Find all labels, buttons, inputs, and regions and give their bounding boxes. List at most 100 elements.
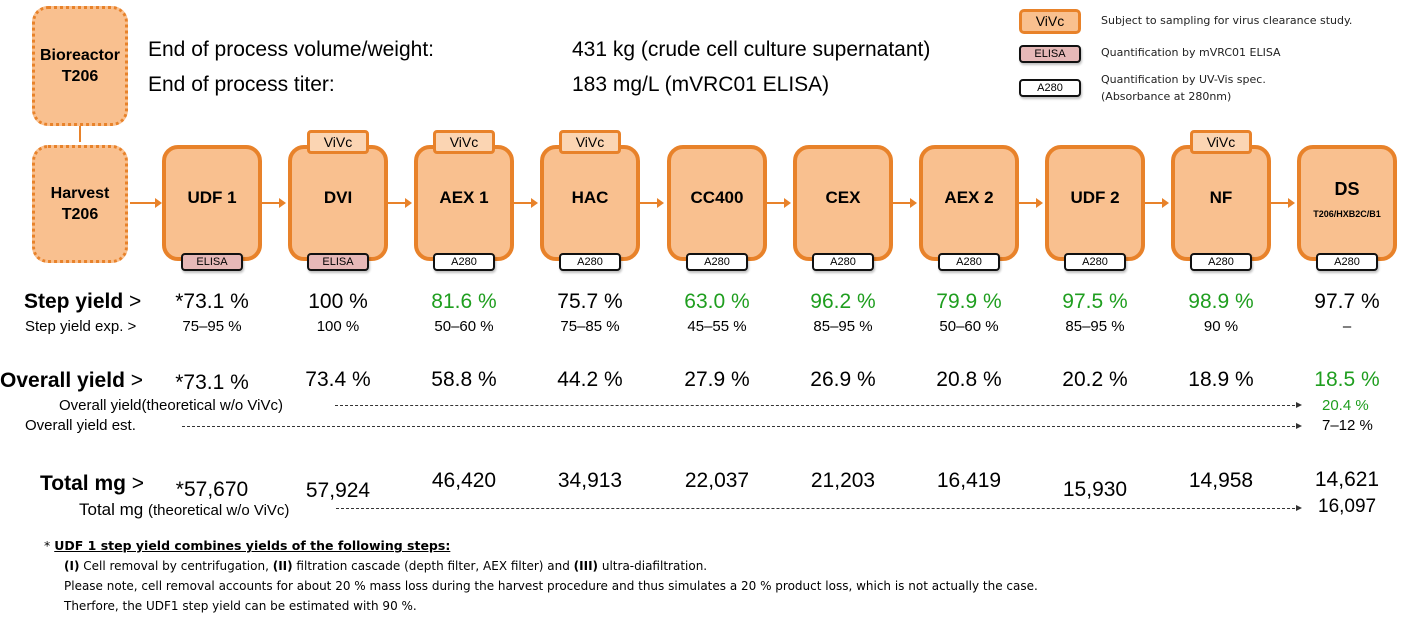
footnote-line-3: Therfore, the UDF1 step yield can be est…: [64, 599, 417, 613]
assay-badge: A280: [812, 253, 874, 271]
bioreactor-box: Bioreactor T206: [32, 6, 128, 126]
step-yield-exp-label: Step yield exp. >: [25, 318, 137, 335]
step-yield-value: 75.7 %: [557, 290, 623, 313]
vivc-tag: ViVc: [1190, 130, 1252, 154]
overall-theoretical-value: 20.4 %: [1322, 397, 1369, 414]
overall-yield-value: 44.2 %: [557, 368, 623, 391]
footnote-line-1: (I) Cell removal by centrifugation, (II)…: [64, 556, 1038, 576]
legend-a280-tag: A280: [1019, 79, 1081, 97]
step-yield-value: 100 %: [308, 290, 368, 313]
volume-label: End of process volume/weight:: [148, 38, 434, 61]
footnote: * UDF 1 step yield combines yields of th…: [44, 536, 1038, 616]
total-mg-value: 21,203: [810, 469, 876, 492]
overall-yield-label: Overall yield >: [0, 369, 143, 393]
step-yield-title: Step yield: [24, 290, 124, 313]
flow-arrow: [893, 198, 917, 208]
step-i-text: Cell removal by centrifugation,: [79, 559, 273, 573]
step-yield-value: 97.7 %: [1314, 290, 1380, 313]
harvest-id: T206: [61, 206, 99, 223]
overall-theoretical-a: Overall yield: [59, 397, 142, 414]
gt-symbol: >: [131, 472, 145, 495]
footnote-star: *: [44, 538, 51, 553]
step-yield-value: *73.1 %: [175, 290, 249, 313]
step-yield-exp-value: 75–95 %: [182, 318, 242, 335]
titer-value: 183 mg/L (mVRC01 ELISA): [572, 73, 830, 96]
stage-dvi: DVI: [288, 145, 388, 261]
harvest-box: Harvest T206: [32, 145, 128, 263]
overall-yield-title: Overall yield: [0, 369, 125, 392]
footnote-title: UDF 1 step yield combines yields of the …: [54, 538, 451, 553]
step-yield-value: 96.2 %: [810, 290, 876, 313]
flow-arrow: [1271, 198, 1295, 208]
assay-badge: A280: [938, 253, 1000, 271]
flow-arrow: [262, 198, 286, 208]
assay-badge: A280: [1190, 253, 1252, 271]
stage-aex-1: AEX 1: [414, 145, 514, 261]
legend-elisa-text: Quantification by mVRC01 ELISA: [1101, 46, 1281, 59]
legend-elisa-tag: ELISA: [1019, 45, 1081, 63]
step-yield-exp-value: 90 %: [1203, 318, 1239, 335]
step-yield-exp-value: –: [1342, 318, 1352, 335]
step-ii-text: filtration cascade (depth filter, AEX fi…: [292, 559, 574, 573]
stage-name: AEX 1: [439, 188, 489, 207]
gt-symbol: >: [129, 290, 142, 313]
legend-a280-text-2: (Absorbance at 280nm): [1101, 90, 1232, 103]
assay-badge: ELISA: [181, 253, 243, 271]
overall-yield-value: 73.4 %: [305, 368, 371, 391]
stage-udf-1: UDF 1: [162, 145, 262, 261]
step-yield-value: 97.5 %: [1062, 290, 1128, 313]
total-theoretical-a: Total mg: [79, 500, 144, 519]
step-yield-exp-value: 45–55 %: [687, 318, 747, 335]
overall-est-value: 7–12 %: [1322, 417, 1373, 434]
step-yield-exp-value: 75–85 %: [560, 318, 620, 335]
total-mg-value: 15,930: [1062, 478, 1128, 501]
overall-theoretical-arrow: [335, 402, 1302, 408]
step-yield-label: Step yield >: [24, 290, 141, 314]
stage-name: UDF 1: [187, 188, 237, 207]
overall-yield-value: 27.9 %: [684, 368, 750, 391]
flow-arrow: [767, 198, 791, 208]
step-iii: (III): [573, 559, 599, 573]
stage-name: UDF 2: [1070, 188, 1120, 207]
assay-badge: A280: [1316, 253, 1378, 271]
total-mg-label: Total mg >: [40, 472, 144, 496]
vivc-tag: ViVc: [559, 130, 621, 154]
total-mg-value: 14,621: [1314, 468, 1380, 491]
stage-hac: HAC: [540, 145, 640, 261]
overall-est-arrow: [182, 423, 1302, 429]
step-i: (I): [64, 559, 80, 573]
total-theoretical-value: 16,097: [1318, 496, 1377, 517]
overall-est-label: Overall yield est.: [25, 417, 136, 434]
total-mg-value: 22,037: [684, 469, 750, 492]
total-mg-value: 16,419: [936, 469, 1002, 492]
assay-badge: A280: [686, 253, 748, 271]
volume-value: 431 kg (crude cell culture supernatant): [572, 38, 931, 61]
total-mg-title: Total mg: [40, 472, 126, 495]
legend-vivc-text: Subject to sampling for virus clearance …: [1101, 14, 1353, 27]
stage-aex-2: AEX 2: [919, 145, 1019, 261]
stage-udf-2: UDF 2: [1045, 145, 1145, 261]
legend-a280-text-1: Quantification by UV-Vis spec.: [1101, 73, 1266, 86]
flow-arrow: [640, 198, 664, 208]
overall-theoretical-b: (theoretical w/o ViVc): [141, 397, 283, 414]
assay-badge: A280: [1064, 253, 1126, 271]
step-yield-exp-value: 100 %: [316, 318, 360, 335]
assay-badge: ELISA: [307, 253, 369, 271]
total-mg-value: *57,670: [175, 478, 249, 501]
overall-yield-value: 58.8 %: [431, 368, 497, 391]
step-ii: (II): [272, 559, 293, 573]
vivc-tag: ViVc: [433, 130, 495, 154]
assay-badge: A280: [433, 253, 495, 271]
flow-arrow: [388, 198, 412, 208]
stage-name: CEX: [825, 188, 861, 207]
bioreactor-id: T206: [61, 68, 99, 85]
stage-cex: CEX: [793, 145, 893, 261]
bioreactor-label: Bioreactor: [39, 47, 121, 64]
stage-ds: DS T206/HXB2C/B1: [1297, 145, 1397, 261]
stage-subtitle: T206/HXB2C/B1: [1313, 209, 1381, 219]
stage-cc400: CC400: [667, 145, 767, 261]
step-iii-text: ultra-diafiltration.: [598, 559, 708, 573]
vivc-tag: ViVc: [307, 130, 369, 154]
overall-yield-value: 20.8 %: [936, 368, 1002, 391]
overall-yield-value: *73.1 %: [175, 371, 249, 394]
